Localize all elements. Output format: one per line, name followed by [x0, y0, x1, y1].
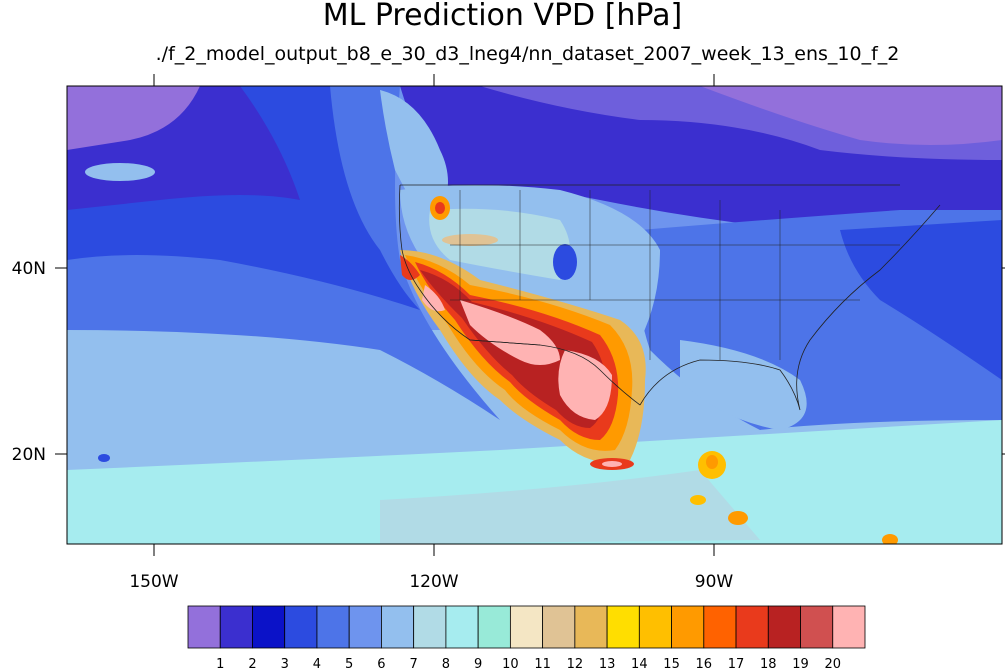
field-ca-spot-1-core: [706, 455, 718, 469]
colorbar-swatch: [187, 605, 221, 649]
colorbar-label: 9: [474, 657, 482, 672]
colorbar-swatch: [477, 605, 511, 649]
colorbar-label: 17: [728, 657, 745, 672]
field-ca-spot-3: [728, 511, 748, 525]
lon-label-90w: 90W: [695, 572, 734, 592]
colorbar-swatch: [445, 605, 479, 649]
field-npac-patch: [85, 163, 155, 181]
colorbar-swatch: [284, 605, 318, 649]
colorbar-swatch: [219, 605, 253, 649]
colorbar-label: 10: [502, 657, 519, 672]
colorbar-swatch: [832, 605, 866, 649]
colorbar-label: 12: [567, 657, 584, 672]
colorbar-label: 18: [760, 657, 777, 672]
colorbar-swatch: [509, 605, 544, 649]
colorbar-label: 3: [281, 657, 289, 672]
lon-label-120w: 120W: [409, 572, 458, 592]
colorbar-label: 16: [696, 657, 713, 672]
colorbar-label: 13: [599, 657, 616, 672]
map-field: [67, 86, 1002, 544]
colorbar-label: 5: [345, 657, 353, 672]
colorbar-swatch: [542, 605, 576, 649]
colorbar-swatch: [574, 605, 608, 649]
field-npac-violet: [67, 86, 200, 150]
field-sw-pink-2: [558, 350, 612, 420]
border-us-mex: [469, 339, 541, 346]
field-ca-spot-4: [690, 495, 706, 505]
map-frame: [66, 85, 1003, 545]
colorbar-swatch: [348, 605, 382, 649]
colorbar-swatch: [252, 605, 286, 649]
colorbar-swatch: [671, 605, 705, 649]
field-rockies-blue: [553, 244, 577, 280]
colorbar-swatch: [638, 605, 672, 649]
colorbar-label: 7: [410, 657, 418, 672]
colorbar-label: 15: [663, 657, 680, 672]
field-or-spot-core: [435, 202, 445, 214]
colorbar-label: 2: [248, 657, 256, 672]
colorbar-label: 14: [631, 657, 648, 672]
lon-label-150w: 150W: [129, 572, 178, 592]
page-title: ML Prediction VPD [hPa]: [322, 0, 683, 33]
field-west-paler: [429, 208, 570, 280]
coast-east: [639, 204, 941, 411]
lat-label-40n: 40N: [12, 259, 46, 279]
colorbar-swatch: [606, 605, 640, 649]
field-sw-pink-3: [422, 285, 445, 312]
colorbar-label: 19: [792, 657, 809, 672]
colorbar-swatch: [800, 605, 834, 649]
lat-label-20n: 20N: [12, 445, 46, 465]
colorbar-label: 4: [313, 657, 321, 672]
field-sa-spot: [882, 534, 898, 544]
colorbar-label: 11: [534, 657, 551, 672]
colorbar-label: 8: [442, 657, 450, 672]
field-north-violet: [700, 86, 1002, 145]
field-id-band: [442, 234, 498, 246]
field-hawaii: [98, 454, 110, 462]
colorbar: 1 2 3 4 5 6 7 8 9 10 11 12 13 14 15 16 17 18 19 20: [187, 605, 866, 672]
colorbar-swatch: [735, 605, 769, 649]
field-ca-spot-2-core: [602, 461, 622, 467]
colorbar-swatch: [703, 605, 737, 649]
state-grid: [450, 190, 900, 360]
map-boundaries: [398, 184, 941, 411]
coast-west: [398, 184, 641, 406]
field-tropical-2: [380, 470, 760, 544]
map-ticks: [55, 74, 1005, 556]
colorbar-swatch: [381, 605, 415, 649]
field-gulf-pale: [680, 340, 807, 430]
colorbar-swatch: [413, 605, 447, 649]
colorbar-swatch: [316, 605, 350, 649]
page-subtitle: ./f_2_model_output_b8_e_30_d3_lneg4/nn_d…: [155, 43, 900, 65]
field-sw-pink-1: [460, 300, 560, 365]
field-atlantic-deep: [840, 220, 1002, 380]
field-tropical: [67, 420, 1002, 544]
colorbar-label: 1: [216, 657, 224, 672]
colorbar-swatch: [767, 605, 801, 649]
colorbar-label: 20: [824, 657, 841, 672]
colorbar-label: 6: [377, 657, 385, 672]
